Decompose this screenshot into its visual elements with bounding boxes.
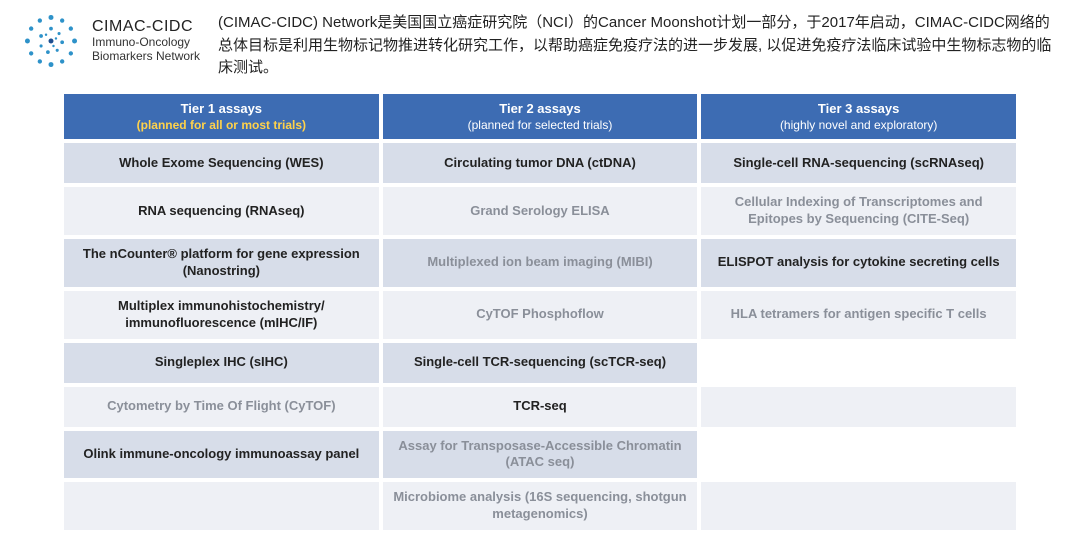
table-cell: CyTOF Phosphoflow [383,291,698,339]
logo-title: CIMAC-CIDC [92,18,200,36]
table-row: Microbiome analysis (16S sequencing, sho… [64,482,1016,530]
table-cell: RNA sequencing (RNAseq) [64,187,379,235]
assay-table: Tier 1 assays(planned for all or most tr… [60,90,1020,534]
table-cell: Assay for Transposase-Accessible Chromat… [383,431,698,479]
table-row: Cytometry by Time Of Flight (CyTOF)TCR-s… [64,387,1016,427]
table-cell [64,482,379,530]
table-cell: Cellular Indexing of Transcriptomes and … [701,187,1016,235]
table-row: The nCounter® platform for gene expressi… [64,239,1016,287]
table-cell: Singleplex IHC (sIHC) [64,343,379,383]
table-cell [701,387,1016,427]
logo-subtitle-2: Biomarkers Network [92,50,200,64]
table-cell: HLA tetramers for antigen specific T cel… [701,291,1016,339]
column-subtitle: (planned for selected trials) [391,117,690,133]
column-header-tier1: Tier 1 assays(planned for all or most tr… [64,94,379,140]
table-cell: TCR-seq [383,387,698,427]
table-row: RNA sequencing (RNAseq)Grand Serology EL… [64,187,1016,235]
network-logo-icon [20,10,82,72]
description-text: (CIMAC-CIDC) Network是美国国立癌症研究院（NCI）的Canc… [218,10,1060,80]
assay-table-container: Tier 1 assays(planned for all or most tr… [0,85,1080,534]
table-row: Whole Exome Sequencing (WES)Circulating … [64,143,1016,183]
table-cell: The nCounter® platform for gene expressi… [64,239,379,287]
column-subtitle: (planned for all or most trials) [72,117,371,133]
table-body: Whole Exome Sequencing (WES)Circulating … [64,143,1016,530]
table-cell: Microbiome analysis (16S sequencing, sho… [383,482,698,530]
column-header-tier3: Tier 3 assays(highly novel and explorato… [701,94,1016,140]
table-cell [701,343,1016,383]
column-header-tier2: Tier 2 assays(planned for selected trial… [383,94,698,140]
table-cell: Grand Serology ELISA [383,187,698,235]
table-cell: Circulating tumor DNA (ctDNA) [383,143,698,183]
table-header: Tier 1 assays(planned for all or most tr… [64,94,1016,140]
table-cell: Multiplex immunohistochemistry/ immunofl… [64,291,379,339]
table-row: Multiplex immunohistochemistry/ immunofl… [64,291,1016,339]
table-cell: Single-cell TCR-sequencing (scTCR-seq) [383,343,698,383]
table-cell: Multiplexed ion beam imaging (MIBI) [383,239,698,287]
logo-subtitle-1: Immuno-Oncology [92,36,200,50]
table-cell: Single-cell RNA-sequencing (scRNAseq) [701,143,1016,183]
table-cell [701,431,1016,479]
column-title: Tier 3 assays [818,101,899,116]
header: CIMAC-CIDC Immuno-Oncology Biomarkers Ne… [0,0,1080,85]
table-cell: Cytometry by Time Of Flight (CyTOF) [64,387,379,427]
column-title: Tier 1 assays [181,101,262,116]
logo-text: CIMAC-CIDC Immuno-Oncology Biomarkers Ne… [92,18,200,64]
table-row: Olink immune-oncology immunoassay panelA… [64,431,1016,479]
table-cell: ELISPOT analysis for cytokine secreting … [701,239,1016,287]
table-cell: Whole Exome Sequencing (WES) [64,143,379,183]
logo-block: CIMAC-CIDC Immuno-Oncology Biomarkers Ne… [20,10,200,72]
column-subtitle: (highly novel and exploratory) [709,117,1008,133]
column-title: Tier 2 assays [499,101,580,116]
table-row: Singleplex IHC (sIHC)Single-cell TCR-seq… [64,343,1016,383]
table-cell [701,482,1016,530]
table-cell: Olink immune-oncology immunoassay panel [64,431,379,479]
